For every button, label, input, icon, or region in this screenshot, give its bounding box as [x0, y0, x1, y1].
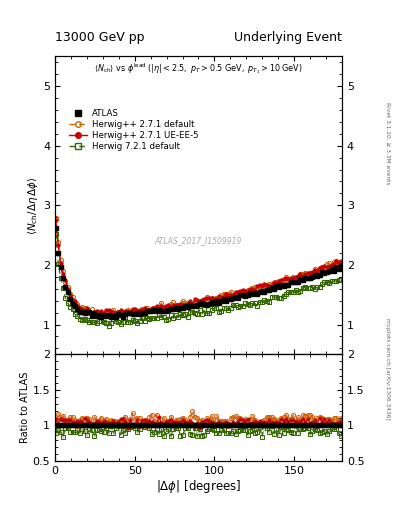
Text: 13000 GeV pp: 13000 GeV pp: [55, 31, 145, 44]
Text: Rivet 3.1.10, ≥ 3.3M events: Rivet 3.1.10, ≥ 3.3M events: [385, 102, 390, 185]
Y-axis label: $\langle N_{\rm ch}/\Delta\eta\,\Delta\phi\rangle$: $\langle N_{\rm ch}/\Delta\eta\,\Delta\p…: [26, 176, 40, 234]
Y-axis label: Ratio to ATLAS: Ratio to ATLAS: [20, 372, 30, 443]
Text: mcplots.cern.ch [arXiv:1306.3436]: mcplots.cern.ch [arXiv:1306.3436]: [385, 318, 390, 419]
X-axis label: $|\Delta\phi|$ [degrees]: $|\Delta\phi|$ [degrees]: [156, 478, 241, 496]
Text: ATLAS_2017_I1509919: ATLAS_2017_I1509919: [155, 237, 242, 246]
Legend: ATLAS, Herwig++ 2.7.1 default, Herwig++ 2.7.1 UE-EE-5, Herwig 7.2.1 default: ATLAS, Herwig++ 2.7.1 default, Herwig++ …: [65, 105, 202, 155]
Text: Underlying Event: Underlying Event: [234, 31, 342, 44]
Text: $\langle N_{\rm ch}\rangle$ vs $\phi^{\rm lead}$ ($|\eta|<2.5,\ p_T>0.5$ GeV$,\ : $\langle N_{\rm ch}\rangle$ vs $\phi^{\r…: [94, 61, 303, 76]
